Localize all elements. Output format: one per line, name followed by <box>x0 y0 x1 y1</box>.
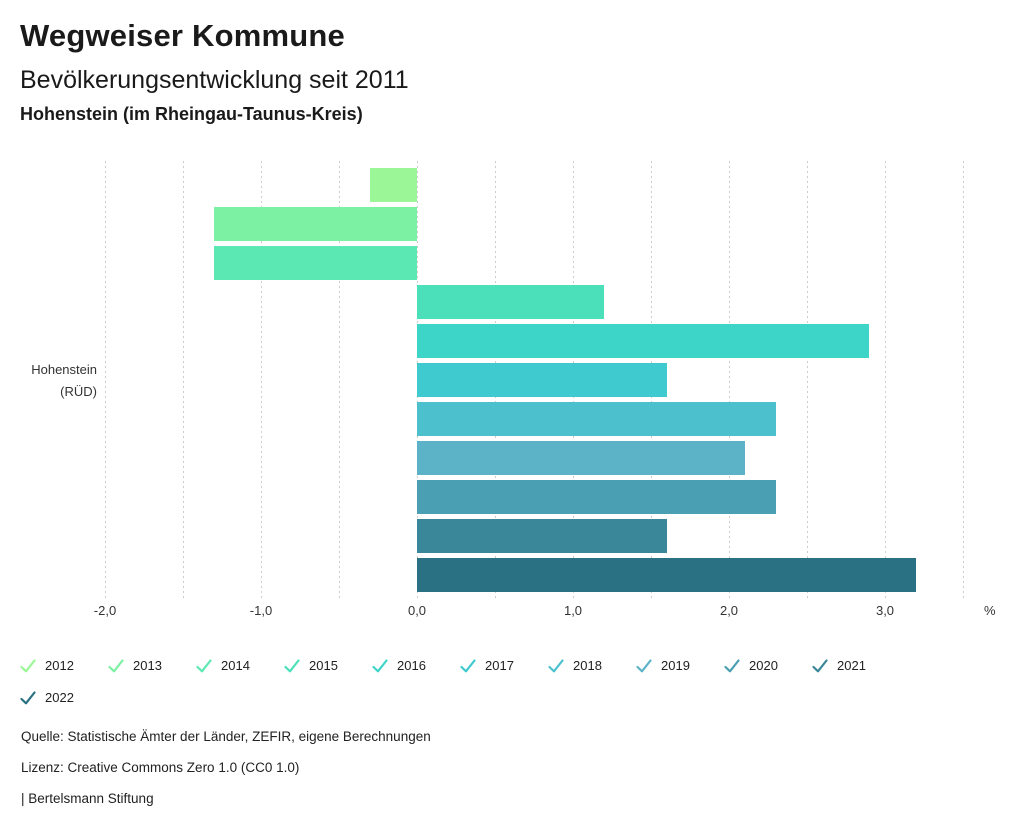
y-axis-label: Hohenstein (RÜD) <box>0 359 97 403</box>
license-text: Lizenz: Creative Commons Zero 1.0 (CC0 1… <box>21 760 300 775</box>
legend-item-2017[interactable]: 2017 <box>460 657 548 674</box>
legend-item-2021[interactable]: 2021 <box>812 657 900 674</box>
legend-item-2022[interactable]: 2022 <box>20 689 108 706</box>
x-tick-label: -1,0 <box>249 603 273 618</box>
gridline <box>261 161 262 601</box>
legend-item-label: 2012 <box>45 658 74 673</box>
chart-location: Hohenstein (im Rheingau-Taunus-Kreis) <box>20 104 363 124</box>
legend-item-2019[interactable]: 2019 <box>636 657 724 674</box>
bar-2021[interactable] <box>417 519 667 553</box>
checkmark-icon <box>284 658 300 672</box>
bar-2015[interactable] <box>417 285 605 319</box>
bar-2014[interactable] <box>214 246 417 280</box>
checkmark-icon <box>20 690 36 704</box>
chart-subtitle: Bevölkerungsentwicklung seit 2011 <box>20 66 409 94</box>
bar-2017[interactable] <box>417 363 667 397</box>
legend-item-label: 2013 <box>133 658 162 673</box>
x-tick-label: -2,0 <box>93 603 117 618</box>
legend-item-2018[interactable]: 2018 <box>548 657 636 674</box>
bar-2012[interactable] <box>370 168 417 202</box>
x-tick-label: 2,0 <box>719 603 739 618</box>
gridline <box>105 161 106 601</box>
gridline <box>729 161 730 601</box>
legend-item-label: 2022 <box>45 690 74 705</box>
y-axis-label-line1: Hohenstein <box>31 362 97 377</box>
source-text: Quelle: Statistische Ämter der Länder, Z… <box>21 729 431 744</box>
legend-item-2013[interactable]: 2013 <box>108 657 196 674</box>
checkmark-icon <box>812 658 828 672</box>
x-tick-label: 0,0 <box>407 603 427 618</box>
checkmark-icon <box>460 658 476 672</box>
legend-item-label: 2021 <box>837 658 866 673</box>
bar-2020[interactable] <box>417 480 776 514</box>
checkmark-icon <box>636 658 652 672</box>
y-axis-label-line2: (RÜD) <box>60 384 97 399</box>
bar-2019[interactable] <box>417 441 745 475</box>
legend-item-2014[interactable]: 2014 <box>196 657 284 674</box>
x-tick-label: 3,0 <box>875 603 895 618</box>
legend-item-2020[interactable]: 2020 <box>724 657 812 674</box>
gridline <box>339 161 340 601</box>
legend-item-2012[interactable]: 2012 <box>20 657 108 674</box>
bar-2013[interactable] <box>214 207 417 241</box>
legend: 2012 2013 2014 2015 2016 2017 2018 2019 2020 2021… <box>20 657 920 721</box>
checkmark-icon <box>196 658 212 672</box>
checkmark-icon <box>548 658 564 672</box>
page-title: Wegweiser Kommune <box>20 18 345 53</box>
gridline <box>807 161 808 601</box>
legend-item-label: 2015 <box>309 658 338 673</box>
legend-item-label: 2014 <box>221 658 250 673</box>
legend-item-label: 2018 <box>573 658 602 673</box>
gridline <box>183 161 184 601</box>
gridline <box>885 161 886 601</box>
legend-item-2016[interactable]: 2016 <box>372 657 460 674</box>
bar-2018[interactable] <box>417 402 776 436</box>
checkmark-icon <box>20 658 36 672</box>
legend-item-label: 2017 <box>485 658 514 673</box>
bar-2016[interactable] <box>417 324 870 358</box>
legend-item-label: 2016 <box>397 658 426 673</box>
gridline <box>963 161 964 601</box>
bar-2022[interactable] <box>417 558 917 592</box>
attribution-text: | Bertelsmann Stiftung <box>21 791 154 806</box>
legend-item-label: 2019 <box>661 658 690 673</box>
axis-unit-label: % <box>984 603 996 618</box>
checkmark-icon <box>372 658 388 672</box>
legend-item-2015[interactable]: 2015 <box>284 657 372 674</box>
x-tick-label: 1,0 <box>563 603 583 618</box>
legend-item-label: 2020 <box>749 658 778 673</box>
checkmark-icon <box>724 658 740 672</box>
checkmark-icon <box>108 658 124 672</box>
